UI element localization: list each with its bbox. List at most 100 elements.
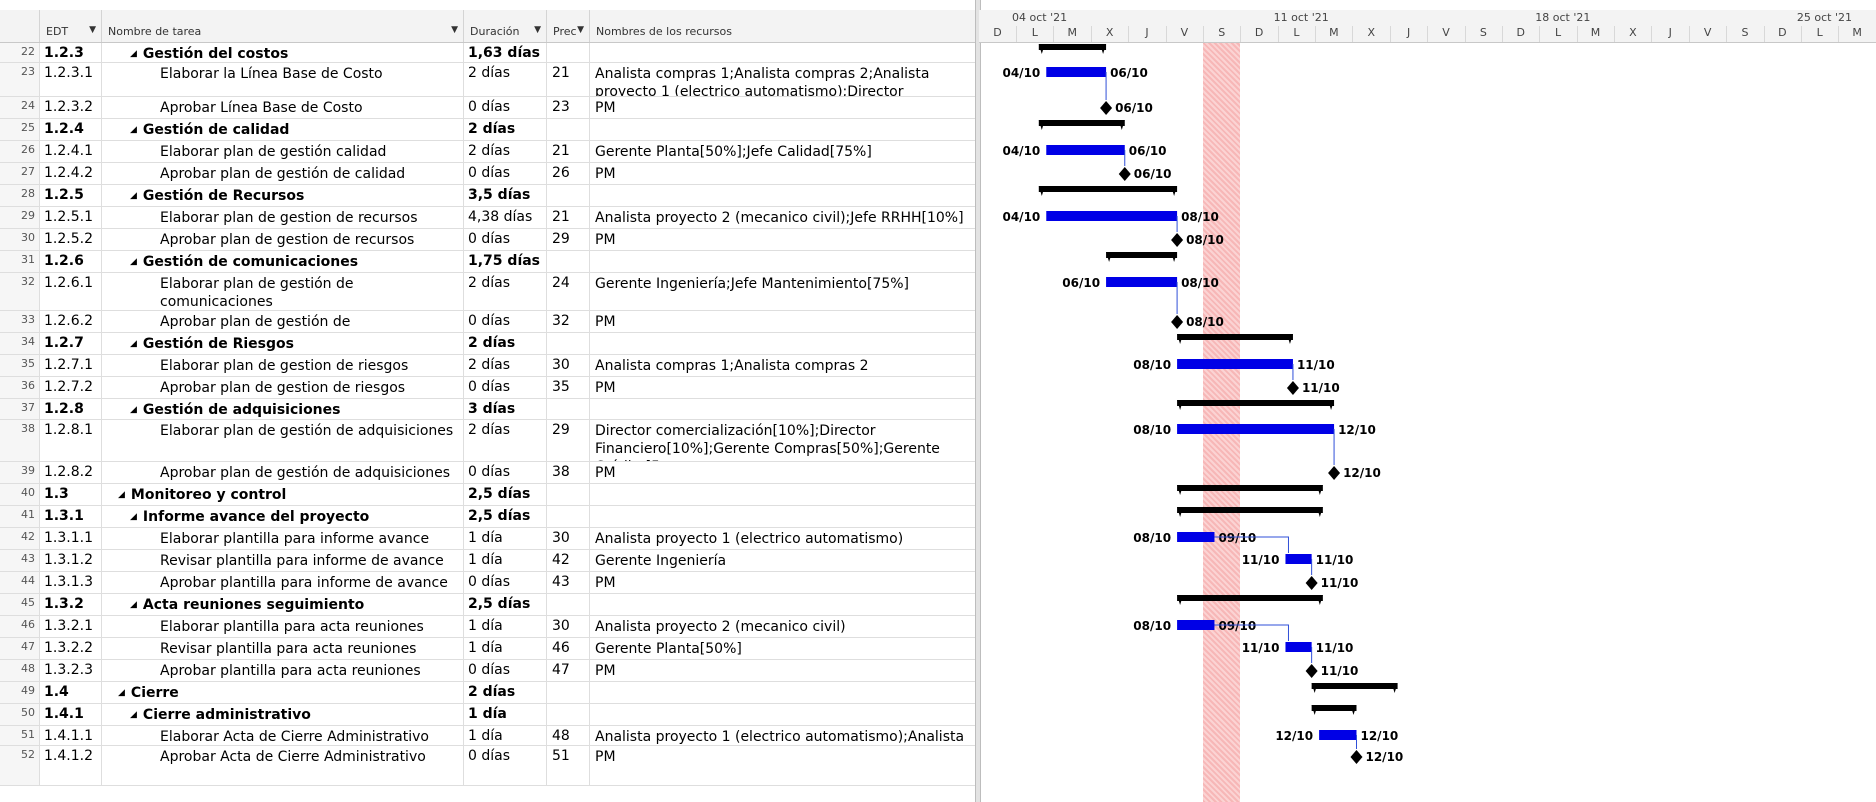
duration-cell[interactable]: 2 días <box>464 420 547 461</box>
table-row[interactable]: 32 1.2.6.1 Elaborar plan de gestión de com… <box>0 273 975 311</box>
task-name-cell[interactable]: Revisar plantilla para informe de avance <box>102 550 464 571</box>
summary-bar[interactable] <box>1177 595 1323 601</box>
table-row[interactable]: 40 1.3 ◢ Monitoreo y control 2,5 días <box>0 484 975 506</box>
collapse-triangle-icon[interactable]: ◢ <box>130 405 137 415</box>
task-name-cell[interactable]: ◢ Gestión del costos <box>102 43 464 62</box>
row-id-cell[interactable]: 49 <box>0 682 40 703</box>
duration-cell[interactable]: 1 día <box>464 616 547 637</box>
task-name-cell[interactable]: Aprobar Línea Base de Costo <box>102 97 464 118</box>
row-id-cell[interactable]: 45 <box>0 594 40 615</box>
table-row[interactable]: 30 1.2.5.2 Aprobar plan de gestion de recu… <box>0 229 975 251</box>
edt-cell[interactable]: 1.4 <box>40 682 102 703</box>
milestone-diamond[interactable] <box>1328 466 1341 480</box>
duration-cell[interactable]: 2,5 días <box>464 594 547 615</box>
task-bar[interactable] <box>1285 642 1312 652</box>
predecessor-cell[interactable] <box>547 333 590 354</box>
edt-cell[interactable]: 1.2.8.1 <box>40 420 102 461</box>
predecessor-cell[interactable]: 23 <box>547 97 590 118</box>
task-bar[interactable] <box>1046 145 1125 155</box>
row-id-cell[interactable]: 27 <box>0 163 40 184</box>
task-name-cell[interactable]: Aprobar plantilla para acta reuniones <box>102 660 464 681</box>
edt-cell[interactable]: 1.2.4 <box>40 119 102 140</box>
edt-cell[interactable]: 1.4.1.1 <box>40 726 102 745</box>
milestone-diamond[interactable] <box>1305 576 1318 590</box>
task-name-cell[interactable]: Aprobar plan de gestión de calidad <box>102 163 464 184</box>
edt-cell[interactable]: 1.3.2 <box>40 594 102 615</box>
dropdown-arrow-icon[interactable]: ▼ <box>89 25 96 35</box>
resources-cell[interactable]: PM <box>590 97 975 118</box>
edt-cell[interactable]: 1.2.3.2 <box>40 97 102 118</box>
col-id-header[interactable] <box>0 10 40 42</box>
edt-cell[interactable]: 1.3 <box>40 484 102 505</box>
resources-cell[interactable]: PM <box>590 377 975 398</box>
table-row[interactable]: 25 1.2.4 ◢ Gestión de calidad 2 días <box>0 119 975 141</box>
row-id-cell[interactable]: 25 <box>0 119 40 140</box>
resources-cell[interactable]: PM <box>590 229 975 250</box>
milestone-diamond[interactable] <box>1171 233 1184 247</box>
task-name-cell[interactable]: Elaborar plan de gestión de adquisicione… <box>102 420 464 461</box>
duration-cell[interactable]: 0 días <box>464 462 547 483</box>
table-row[interactable]: 31 1.2.6 ◢ Gestión de comunicaciones 1,75 dí… <box>0 251 975 273</box>
resources-cell[interactable] <box>590 251 975 272</box>
table-row[interactable]: 44 1.3.1.3 Aprobar plantilla para informe … <box>0 572 975 594</box>
predecessor-cell[interactable] <box>547 251 590 272</box>
dropdown-arrow-icon[interactable]: ▼ <box>451 25 458 35</box>
row-id-cell[interactable]: 41 <box>0 506 40 527</box>
predecessor-cell[interactable]: 21 <box>547 63 590 96</box>
resources-cell[interactable] <box>590 185 975 206</box>
edt-cell[interactable]: 1.2.7.1 <box>40 355 102 376</box>
task-name-cell[interactable]: ◢ Gestión de comunicaciones <box>102 251 464 272</box>
task-name-cell[interactable]: Elaborar plan de gestión de comunicacion… <box>102 273 464 310</box>
col-pred-header[interactable]: Prec ▼ <box>547 10 590 42</box>
predecessor-cell[interactable]: 29 <box>547 229 590 250</box>
duration-cell[interactable]: 1 día <box>464 528 547 549</box>
resources-cell[interactable] <box>590 119 975 140</box>
dropdown-arrow-icon[interactable]: ▼ <box>534 25 541 35</box>
row-id-cell[interactable]: 31 <box>0 251 40 272</box>
col-name-header[interactable]: Nombre de tarea ▼ <box>102 10 464 42</box>
row-id-cell[interactable]: 28 <box>0 185 40 206</box>
resources-cell[interactable]: PM <box>590 311 975 332</box>
table-row[interactable]: 27 1.2.4.2 Aprobar plan de gestión de cali… <box>0 163 975 185</box>
resources-cell[interactable] <box>590 399 975 419</box>
summary-bar[interactable] <box>1038 120 1125 126</box>
predecessor-cell[interactable]: 21 <box>547 141 590 162</box>
table-row[interactable]: 34 1.2.7 ◢ Gestión de Riesgos 2 días <box>0 333 975 355</box>
table-row[interactable]: 47 1.3.2.2 Revisar plantilla para acta reu… <box>0 638 975 660</box>
dropdown-arrow-icon[interactable]: ▼ <box>577 25 584 35</box>
task-name-cell[interactable]: Aprobar plantilla para informe de avance <box>102 572 464 593</box>
duration-cell[interactable]: 2 días <box>464 333 547 354</box>
resources-cell[interactable]: Analista compras 1;Analista compras 2;An… <box>590 63 975 96</box>
table-row[interactable]: 51 1.4.1.1 Elaborar Acta de Cierre Adminis… <box>0 726 975 746</box>
table-row[interactable]: 23 1.2.3.1 Elaborar la Línea Base de Costo… <box>0 63 975 97</box>
duration-cell[interactable]: 2,5 días <box>464 506 547 527</box>
resources-cell[interactable] <box>590 594 975 615</box>
task-name-cell[interactable]: ◢ Gestión de Recursos <box>102 185 464 206</box>
predecessor-cell[interactable] <box>547 43 590 62</box>
resources-cell[interactable]: PM <box>590 462 975 483</box>
predecessor-cell[interactable]: 30 <box>547 528 590 549</box>
duration-cell[interactable]: 1 día <box>464 704 547 725</box>
predecessor-cell[interactable]: 21 <box>547 207 590 228</box>
summary-bar[interactable] <box>1177 485 1323 491</box>
duration-cell[interactable]: 2,5 días <box>464 484 547 505</box>
predecessor-cell[interactable]: 38 <box>547 462 590 483</box>
task-bar[interactable] <box>1285 554 1312 564</box>
duration-cell[interactable]: 2 días <box>464 355 547 376</box>
edt-cell[interactable]: 1.3.2.2 <box>40 638 102 659</box>
milestone-diamond[interactable] <box>1305 664 1318 678</box>
edt-cell[interactable]: 1.3.1.2 <box>40 550 102 571</box>
resources-cell[interactable]: Analista proyecto 2 (mecanico civil);Jef… <box>590 207 975 228</box>
resources-cell[interactable]: Analista compras 1;Analista compras 2 <box>590 355 975 376</box>
task-name-cell[interactable]: ◢ Cierre administrativo <box>102 704 464 725</box>
row-id-cell[interactable]: 24 <box>0 97 40 118</box>
resources-cell[interactable] <box>590 506 975 527</box>
row-id-cell[interactable]: 35 <box>0 355 40 376</box>
collapse-triangle-icon[interactable]: ◢ <box>118 688 125 698</box>
duration-cell[interactable]: 0 días <box>464 377 547 398</box>
task-name-cell[interactable]: Elaborar plantilla para acta reuniones <box>102 616 464 637</box>
predecessor-cell[interactable]: 35 <box>547 377 590 398</box>
row-id-cell[interactable]: 42 <box>0 528 40 549</box>
table-row[interactable]: 22 1.2.3 ◢ Gestión del costos 1,63 días <box>0 43 975 63</box>
resources-cell[interactable]: Gerente Ingeniería <box>590 550 975 571</box>
